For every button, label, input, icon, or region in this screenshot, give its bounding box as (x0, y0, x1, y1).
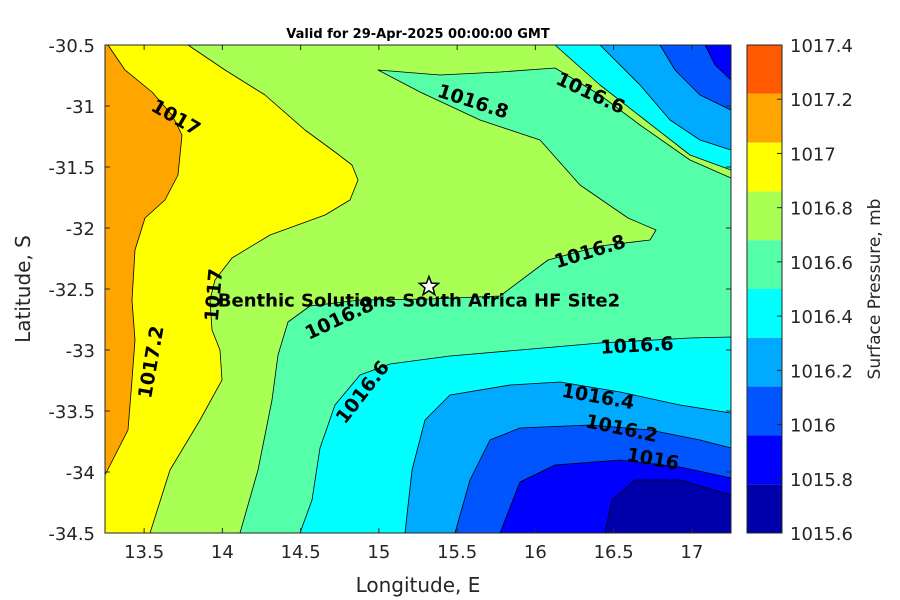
y-axis: -30.5 -31 -31.5 -32 -32.5 -33 -33.5 -34 -34.5 (48, 36, 731, 545)
x-axis: 13.5 14 14.5 15 15.5 16 16.5 17 (124, 45, 703, 563)
y-tick-label: -32.5 (48, 280, 95, 301)
contour-label: 1016.6 (600, 333, 674, 359)
colorbar-swatch (747, 142, 782, 192)
colorbar-label: Surface Pressure, mb (865, 199, 885, 380)
y-tick-label: -31.5 (48, 158, 95, 179)
y-tick-label: -30.5 (48, 36, 95, 57)
y-tick-label: -31 (66, 97, 95, 118)
colorbar-tick-label: 1015.6 (790, 524, 853, 545)
colorbar-tick-label: 1016.2 (790, 361, 853, 382)
colorbar-swatch (747, 93, 782, 143)
x-tick-label: 14 (211, 542, 234, 563)
colorbar-swatch (747, 45, 782, 94)
colorbar-swatch (747, 289, 782, 338)
x-tick-label: 13.5 (124, 542, 164, 563)
colorbar-tick-label: 1016.4 (790, 307, 853, 328)
x-axis-label: Longitude, E (356, 573, 481, 597)
chart-title: Valid for 29-Apr-2025 00:00:00 GMT (286, 27, 550, 42)
colorbar-tick-label: 1017.4 (790, 36, 853, 57)
contour-label: 1017 (201, 268, 228, 323)
y-tick-label: -32 (66, 219, 95, 240)
colorbar-swatch (747, 386, 782, 436)
colorbar-swatch (747, 191, 782, 241)
y-tick-label: -34 (66, 463, 95, 484)
x-tick-label: 14.5 (281, 542, 321, 563)
colorbar-swatch (747, 337, 782, 387)
y-tick-label: -33.5 (48, 402, 95, 423)
colorbar-frame (746, 44, 783, 534)
x-tick-label: 16.5 (594, 542, 634, 563)
site-marker: Benthic Solutions South Africa HF Site2 (218, 274, 620, 312)
site-label: Benthic Solutions South Africa HF Site2 (218, 291, 620, 312)
colorbar-tick-label: 1016.8 (790, 199, 853, 220)
x-tick-label: 15 (367, 542, 390, 563)
colorbar-tick-label: 1017 (790, 144, 836, 165)
colorbar-swatch (747, 435, 782, 485)
x-tick-label: 16 (524, 542, 547, 563)
contour-fills (104, 44, 732, 534)
colorbar-tick-label: 1015.8 (790, 470, 853, 491)
y-tick-label: -33 (66, 341, 95, 362)
colorbar-tick-label: 1016.6 (790, 253, 853, 274)
fill-region-1017-1017.2 (104, 44, 183, 476)
colorbar-tick-label: 1017.2 (790, 90, 853, 111)
colorbar-tick-label: 1016 (790, 416, 836, 437)
colorbar: 1017.4 1017.2 1017 1016.8 1016.6 1016.4 1016.2… (746, 36, 853, 545)
x-tick-label: 17 (680, 542, 703, 563)
colorbar-swatch (747, 484, 782, 533)
y-axis-label: Latitude, S (11, 235, 35, 343)
y-tick-label: -34.5 (48, 524, 95, 545)
x-tick-label: 15.5 (437, 542, 477, 563)
star-icon (417, 274, 441, 297)
colorbar-swatch (747, 240, 782, 289)
